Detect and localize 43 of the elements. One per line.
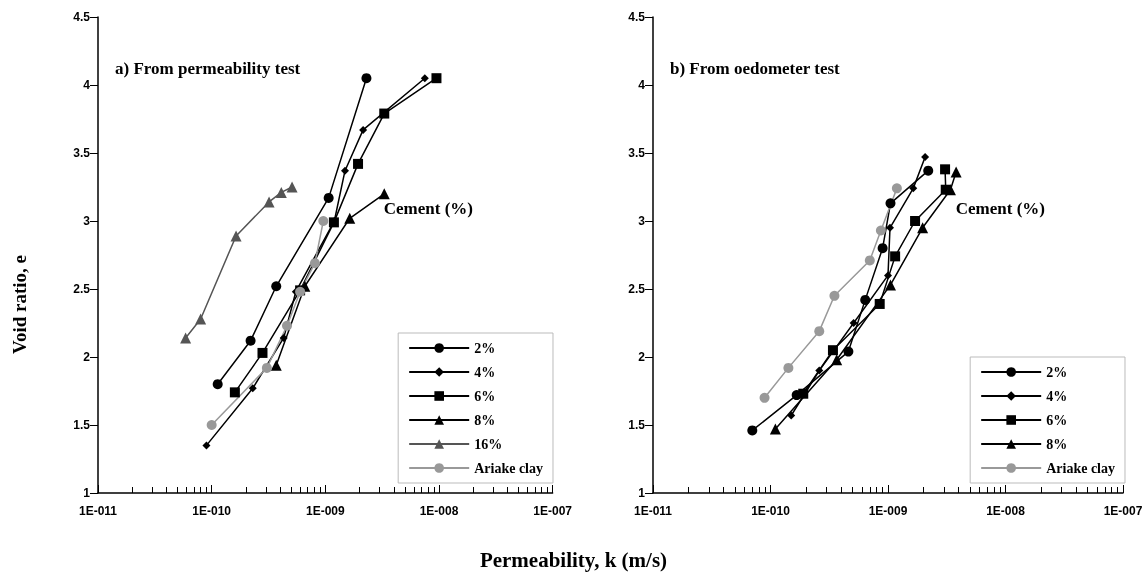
y-tick-label: 1	[638, 486, 646, 500]
legend-label: 2%	[474, 340, 496, 356]
y-tick-label: 3.5	[628, 146, 646, 160]
y-tick-label: 3	[638, 214, 646, 228]
y-tick-label: 2	[638, 350, 646, 364]
x-axis-title: Permeability, k (m/s)	[478, 548, 669, 573]
legend-title: Cement (%)	[383, 199, 473, 218]
x-tick-label: 1E-010	[192, 504, 232, 518]
legend-label: 2%	[1046, 364, 1068, 380]
y-tick-label: 4	[83, 78, 91, 92]
y-tick-label: 2	[83, 350, 91, 364]
legend-label: 16%	[474, 436, 503, 452]
x-tick-label: 1E-010	[751, 504, 791, 518]
x-tick-label: 1E-007	[533, 504, 573, 518]
legend-label: 8%	[1046, 436, 1068, 452]
legend-label: Ariake clay	[1046, 460, 1116, 476]
x-tick-label: 1E-008	[419, 504, 459, 518]
legend-label: 6%	[1046, 412, 1068, 428]
y-tick-label: 4.5	[628, 10, 646, 24]
legend-label: Ariake clay	[474, 460, 544, 476]
x-tick-label: 1E-008	[986, 504, 1026, 518]
x-tick-label: 1E-007	[1103, 504, 1143, 518]
y-tick-label: 3	[83, 214, 91, 228]
y-tick-label: 1.5	[628, 418, 646, 432]
y-tick-label: 1.5	[73, 418, 91, 432]
y-tick-label: 4	[638, 78, 646, 92]
x-tick-label: 1E-009	[305, 504, 345, 518]
legend-label: 8%	[474, 412, 496, 428]
legend-title: Cement (%)	[955, 199, 1045, 218]
x-tick-label: 1E-011	[78, 504, 118, 518]
legend-label: 6%	[474, 388, 496, 404]
text: b) From oedometer test	[670, 59, 841, 78]
x-tick-label: 1E-011	[633, 504, 673, 518]
y-tick-label: 3.5	[73, 146, 91, 160]
y-tick-label: 4.5	[73, 10, 91, 24]
y-tick-label: 2.5	[628, 282, 646, 296]
y-tick-label: 2.5	[73, 282, 91, 296]
y-tick-label: 1	[83, 486, 91, 500]
legend-label: 4%	[474, 364, 496, 380]
y-axis-title: Void ratio, e	[9, 255, 30, 355]
x-tick-label: 1E-009	[868, 504, 908, 518]
text: a) From permeability test	[115, 59, 301, 78]
legend-label: 4%	[1046, 388, 1068, 404]
